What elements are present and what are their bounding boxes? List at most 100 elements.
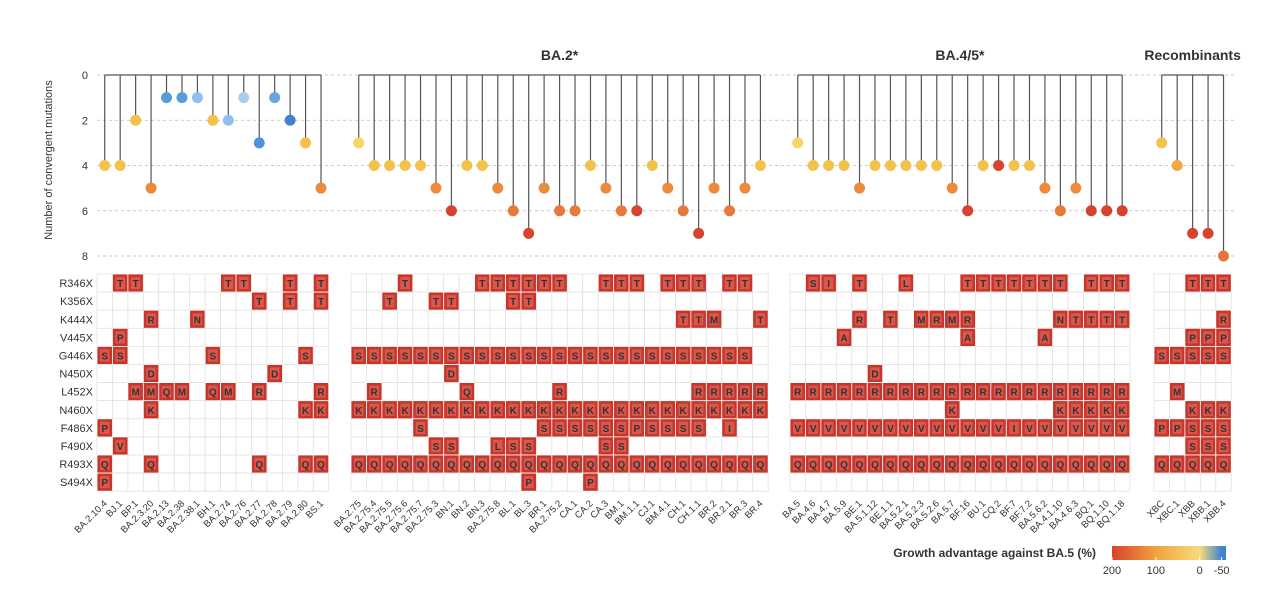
mutation-letter: R xyxy=(933,388,941,399)
mutation-label: K356X xyxy=(60,296,94,308)
mutation-letter: K xyxy=(479,406,487,417)
mutation-letter: R xyxy=(710,388,718,399)
empty-cell xyxy=(536,472,553,492)
empty-cell xyxy=(312,472,330,492)
empty-cell xyxy=(281,345,299,365)
empty-cell xyxy=(251,273,268,293)
empty-cell xyxy=(474,418,491,438)
empty-cell xyxy=(443,472,460,492)
mutation-label: R346X xyxy=(59,278,93,290)
mutation-cell-inner xyxy=(823,458,834,471)
empty-cell xyxy=(204,327,221,347)
lollipop-dot xyxy=(353,137,365,149)
empty-cell xyxy=(752,327,769,347)
mutation-letter: R xyxy=(1220,315,1228,326)
empty-cell xyxy=(520,309,537,329)
mutation-letter: K xyxy=(649,406,657,417)
empty-cell xyxy=(366,273,383,293)
mutation-cell-inner xyxy=(554,277,565,290)
empty-cell xyxy=(752,291,769,311)
mutation-cell-inner xyxy=(523,277,534,290)
mutation-letter: Q xyxy=(871,460,879,471)
mutation-letter: K xyxy=(432,406,440,417)
mutation-letter: Q xyxy=(933,460,941,471)
mutation-cell-inner xyxy=(993,458,1004,471)
lollipop-dot xyxy=(507,205,519,217)
empty-cell xyxy=(158,273,175,293)
mutation-letter: V xyxy=(995,424,1002,435)
mutation-cell-inner xyxy=(146,313,156,326)
mutation-cell-inner xyxy=(1172,421,1182,434)
empty-cell xyxy=(350,382,367,402)
empty-cell xyxy=(505,309,522,329)
empty-cell xyxy=(1067,345,1084,365)
mutation-label: K444X xyxy=(60,314,94,326)
mutation-cell-inner xyxy=(585,349,596,362)
mutation-cell-inner xyxy=(462,349,472,362)
empty-cell xyxy=(1083,291,1100,311)
mutation-cell-inner xyxy=(693,349,704,362)
mutation-letter: Q xyxy=(370,460,378,471)
mutation-letter: R xyxy=(794,388,802,399)
mutation-cell-inner xyxy=(570,421,580,434)
mutation-letter: Q xyxy=(556,460,564,471)
mutation-cell-inner xyxy=(901,421,911,434)
empty-cell xyxy=(820,436,837,456)
mutation-letter: Q xyxy=(209,388,217,399)
empty-cell xyxy=(158,400,175,420)
empty-cell xyxy=(975,400,992,420)
mutation-cell-inner xyxy=(539,349,549,362)
mutation-cell-inner xyxy=(369,385,379,398)
mutation-letter: K xyxy=(726,406,734,417)
mutation-letter: S xyxy=(386,351,393,362)
empty-cell xyxy=(690,291,707,311)
mutation-letter: N xyxy=(1057,315,1064,326)
empty-cell xyxy=(690,472,707,492)
empty-cell xyxy=(204,436,221,456)
mutation-cell-inner xyxy=(585,403,596,416)
mutation-letter: Q xyxy=(710,460,718,471)
mutation-letter: T xyxy=(1057,279,1063,290)
mutation-letter: T xyxy=(1119,315,1125,326)
mutation-cell-inner xyxy=(1187,349,1198,362)
mutation-letter: Q xyxy=(401,460,409,471)
mutation-cell-inner xyxy=(1218,277,1229,290)
mutation-cell-inner xyxy=(1187,439,1198,452)
empty-cell xyxy=(474,327,491,347)
empty-cell xyxy=(458,418,475,438)
mutation-cell-inner xyxy=(663,421,673,434)
colorbar-tick-label: 100 xyxy=(1147,565,1165,577)
mutation-letter: S xyxy=(479,351,486,362)
lollipop-dot xyxy=(461,160,473,171)
mutation-letter: T xyxy=(495,279,501,290)
mutation-cell-inner xyxy=(384,403,395,416)
empty-cell xyxy=(1005,436,1023,456)
empty-cell xyxy=(396,382,414,402)
mutation-letter: Q xyxy=(1056,460,1064,471)
mutation-cell-inner xyxy=(947,421,957,434)
mutation-cell-inner xyxy=(508,349,518,362)
mutation-cell-inner xyxy=(839,421,849,434)
empty-cell xyxy=(1169,472,1186,492)
empty-cell xyxy=(1153,309,1170,329)
empty-cell xyxy=(158,454,175,474)
mutation-label: N450X xyxy=(59,369,93,381)
empty-cell xyxy=(474,472,491,492)
mutation-cell-inner xyxy=(1218,439,1229,452)
mutation-cell-inner xyxy=(523,295,534,308)
mutation-cell-inner xyxy=(839,385,849,398)
mutation-letter: M xyxy=(917,315,925,326)
mutation-cell-inner xyxy=(993,421,1004,434)
mutation-cell-inner xyxy=(870,421,880,434)
mutation-letter: S xyxy=(1189,424,1196,435)
mutation-letter: T xyxy=(887,315,893,326)
mutation-cell-inner xyxy=(916,421,927,434)
mutation-letter: Q xyxy=(1189,460,1197,471)
empty-cell xyxy=(366,291,383,311)
empty-cell xyxy=(189,400,206,420)
mutation-cell-inner xyxy=(400,403,410,416)
empty-cell xyxy=(644,291,661,311)
lollipop-dot xyxy=(315,182,327,194)
empty-cell xyxy=(173,418,191,438)
empty-cell xyxy=(381,418,398,438)
